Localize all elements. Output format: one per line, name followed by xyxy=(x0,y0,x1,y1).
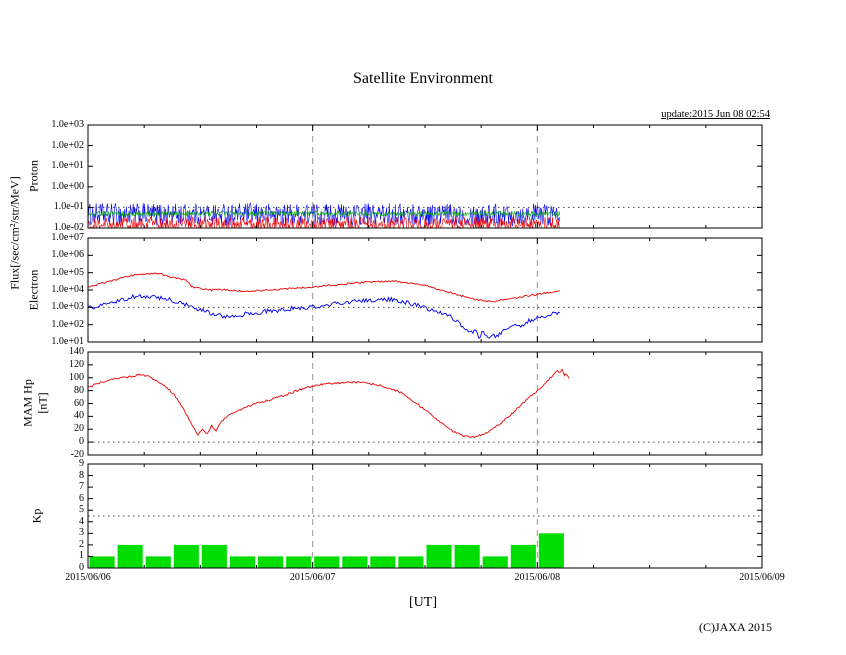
y-tick-label: 140 xyxy=(69,346,84,357)
y-tick-label: 60 xyxy=(74,397,84,409)
y-tick-label: 1.0e+01 xyxy=(51,336,84,347)
update-timestamp: update:2015 Jun 08 02:54 xyxy=(661,109,770,120)
y-tick-label: 1.0e-01 xyxy=(53,201,84,213)
kp-bar xyxy=(510,544,536,568)
y-tick-label: 80 xyxy=(74,384,84,396)
panel-frame xyxy=(87,351,763,456)
y-tick-label: 4 xyxy=(79,515,84,527)
copyright-text: (C)JAXA 2015 xyxy=(698,620,772,634)
kp-bar xyxy=(89,556,115,568)
y-tick-label: 2 xyxy=(79,538,84,550)
mam-hp-panel xyxy=(87,351,763,456)
y-tick-label: 1.0e-02 xyxy=(53,222,84,233)
x-tick-label: 2015/06/07 xyxy=(289,572,336,583)
x-tick-label: 2015/06/09 xyxy=(739,572,785,583)
kp-bar xyxy=(454,544,480,568)
mam-hp-red xyxy=(87,368,570,439)
electron-flux-red xyxy=(87,272,560,303)
x-axis-label: [UT] xyxy=(409,595,437,610)
page-title: Satellite Environment xyxy=(353,70,493,87)
y-tick-label: 1.0e+02 xyxy=(51,139,84,151)
y-tick-label: 1 xyxy=(79,550,84,562)
kp-bar xyxy=(258,556,284,568)
y-tick-label: 0 xyxy=(79,436,84,448)
y-tick-label: 1.0e+00 xyxy=(51,180,84,192)
y-tick-label: 100 xyxy=(69,371,84,383)
x-tick-label: 2015/06/06 xyxy=(65,572,111,583)
kp-bar xyxy=(145,556,171,568)
panel-frame xyxy=(87,237,763,343)
kp-bar xyxy=(286,556,312,568)
proton-flux-red xyxy=(87,216,561,230)
y-tick-label: 1.0e+05 xyxy=(51,266,84,278)
y-tick-label: 3 xyxy=(79,527,84,539)
y-tick-label: 120 xyxy=(69,358,84,370)
y-tick-label: 9 xyxy=(79,458,84,469)
kp-bar xyxy=(342,556,368,568)
y-tick-label: 1.0e+02 xyxy=(51,318,84,330)
y-tick-label: 20 xyxy=(74,423,84,435)
y-tick-label: 0 xyxy=(79,562,84,573)
kp-bar xyxy=(173,544,199,568)
proton-panel xyxy=(87,124,763,230)
y-tick-label: 5 xyxy=(79,504,84,516)
y-tick-label: 1.0e+06 xyxy=(51,249,84,261)
electron-flux-blue xyxy=(87,293,560,340)
kp-panel xyxy=(87,463,763,569)
kp-bar xyxy=(370,556,396,568)
y-tick-label: 8 xyxy=(79,469,84,481)
y-tick-label: 1.0e+03 xyxy=(51,301,84,313)
kp-bar xyxy=(426,544,452,568)
y-tick-label: -20 xyxy=(70,449,84,460)
kp-bar xyxy=(229,556,255,568)
kp-bar xyxy=(538,533,564,568)
y-tick-label: 6 xyxy=(79,492,84,504)
y-tick-label: 1.0e+01 xyxy=(51,160,84,172)
y-tick-label: 1.0e+04 xyxy=(51,284,84,295)
kp-bar xyxy=(117,544,143,568)
kp-bar xyxy=(314,556,340,568)
y-tick-label: 40 xyxy=(74,410,84,422)
y-tick-label: 7 xyxy=(79,481,84,493)
proton-flux-green xyxy=(87,210,561,218)
kp-bar xyxy=(482,556,508,568)
y-tick-label: 1.0e+03 xyxy=(51,119,84,130)
electron-panel xyxy=(87,237,763,343)
y-tick-label: 1.0e+07 xyxy=(51,232,84,243)
x-tick-label: 2015/06/08 xyxy=(514,572,561,583)
kp-bar xyxy=(201,544,227,568)
kp-bar xyxy=(398,556,424,568)
